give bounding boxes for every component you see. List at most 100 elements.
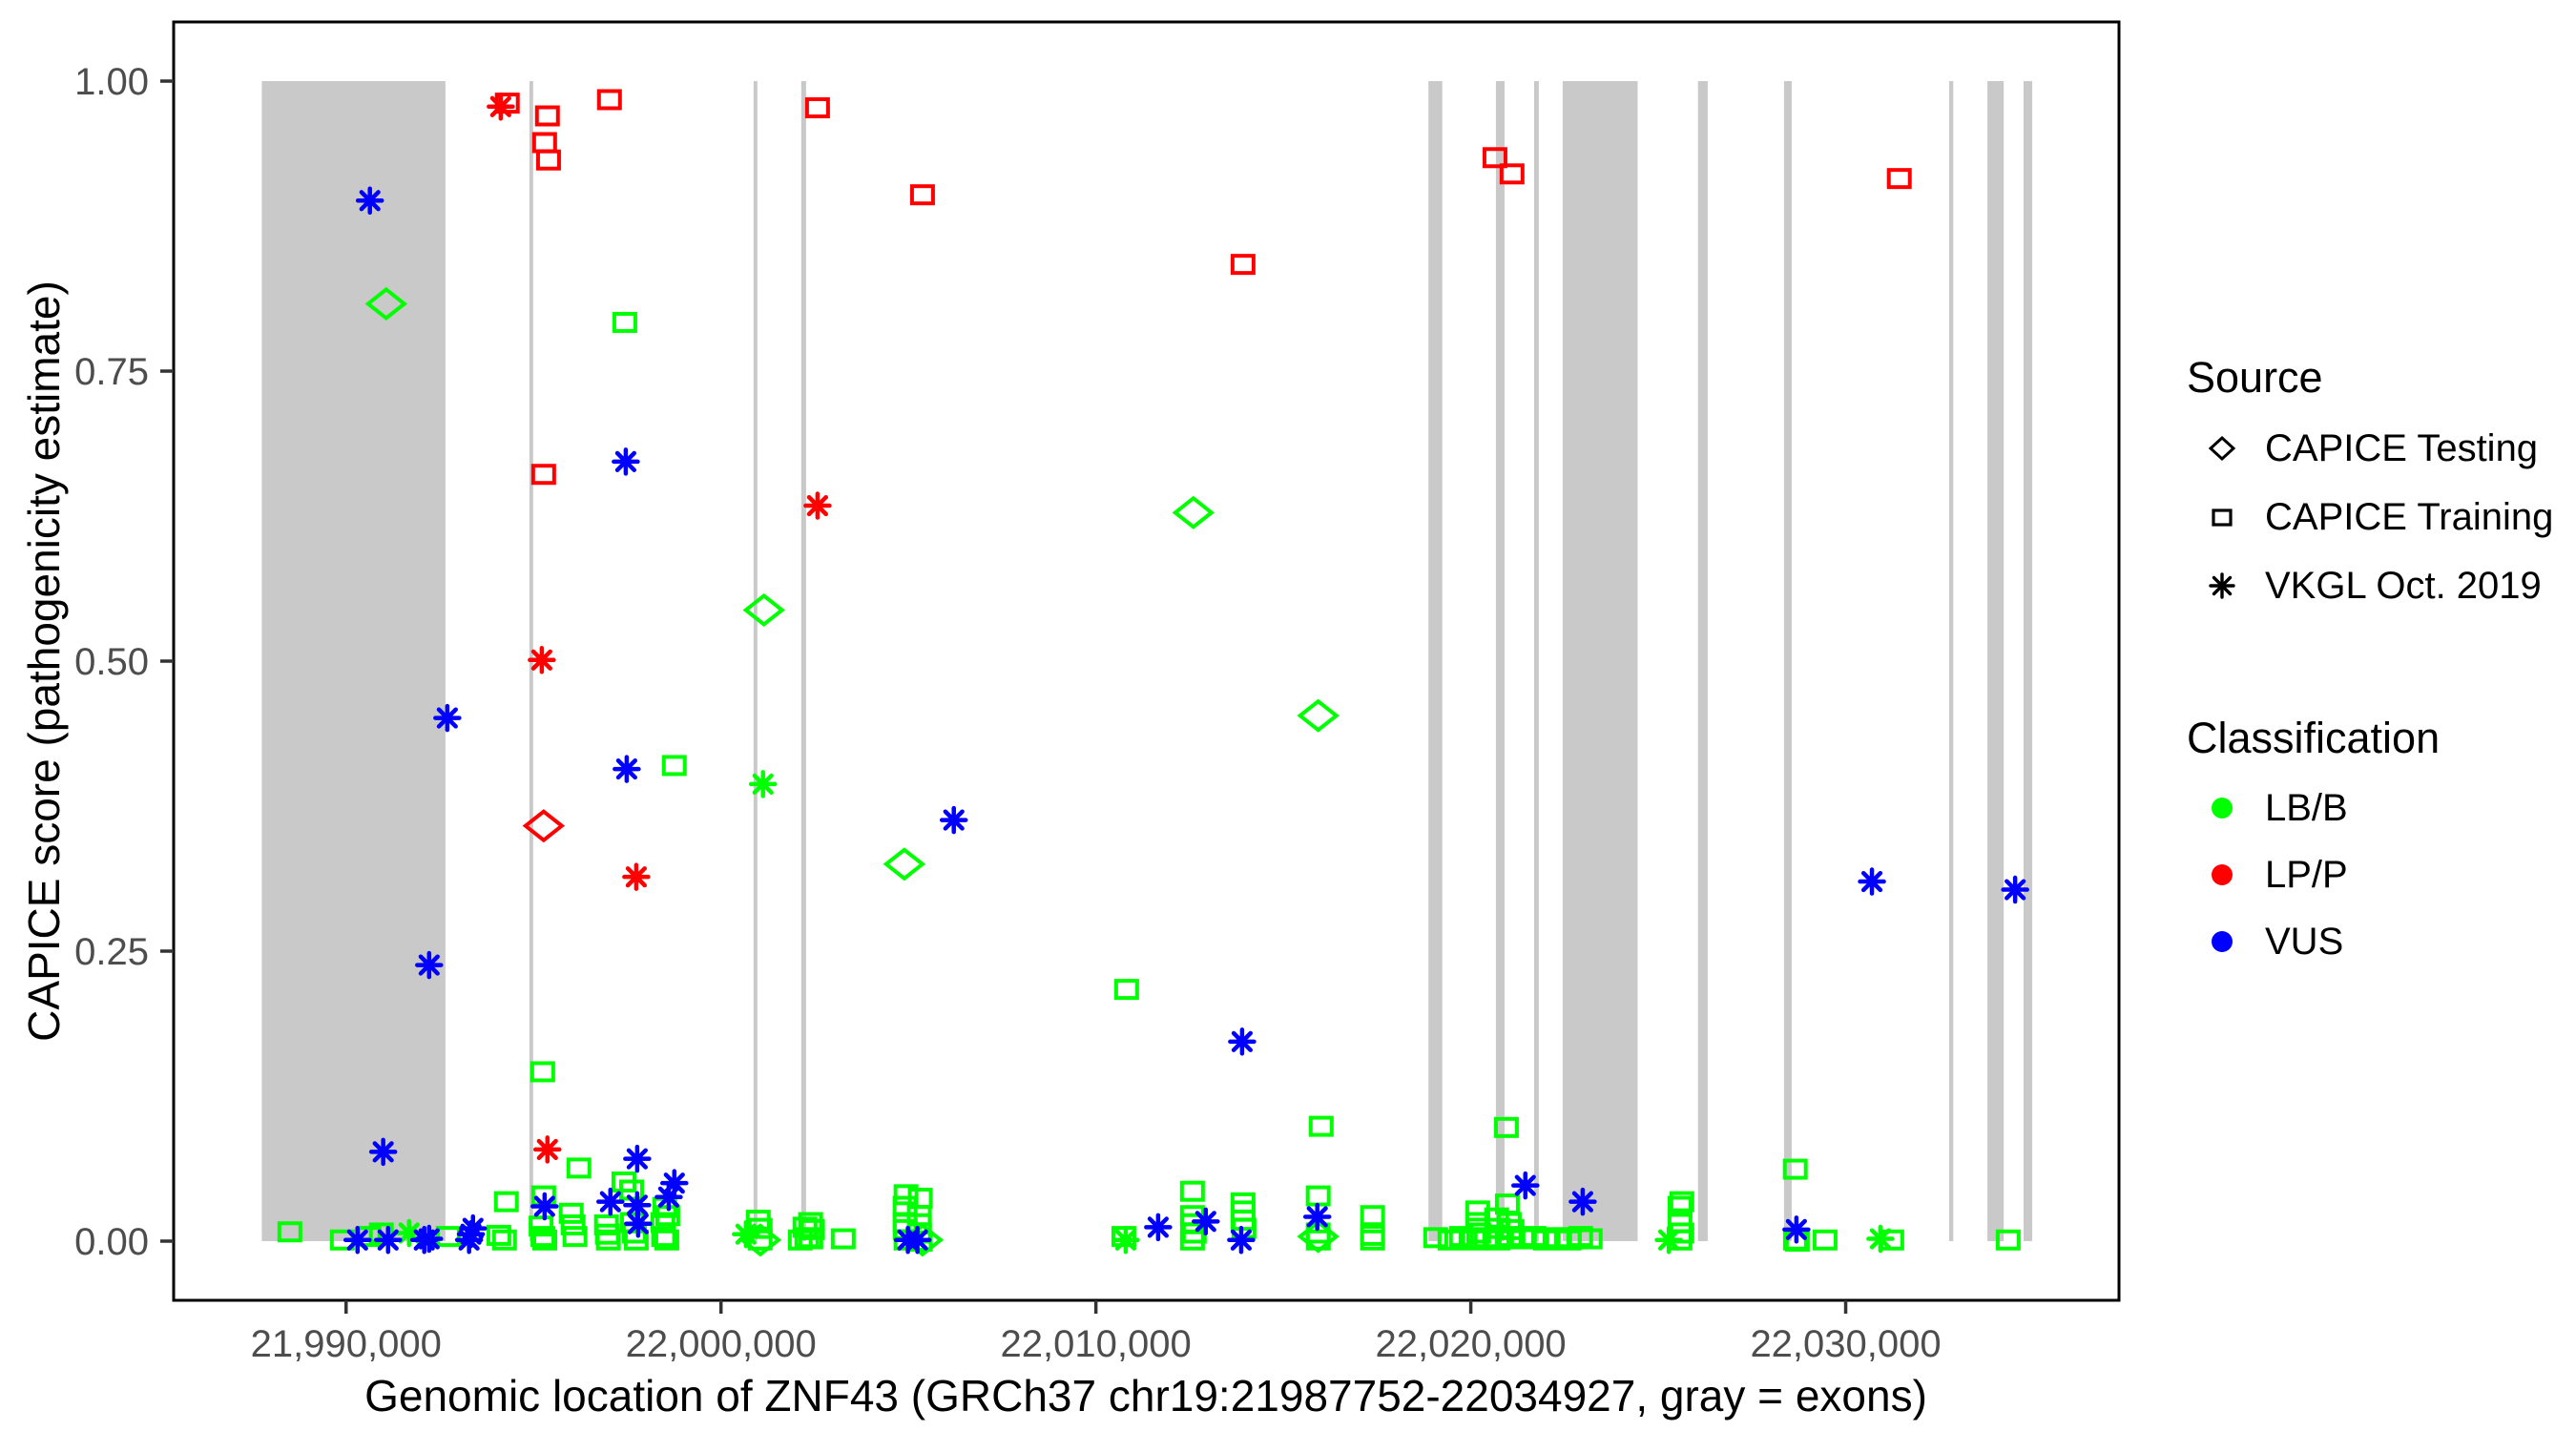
asterisk-stroke — [1147, 1216, 1169, 1238]
data-point-asterisk — [612, 447, 640, 476]
data-point-square — [491, 1229, 517, 1251]
data-point-square — [1179, 1229, 1205, 1251]
square-icon — [2212, 508, 2233, 527]
data-point-square — [1499, 163, 1525, 185]
data-point-square — [596, 89, 622, 111]
data-point-asterisk — [1866, 1224, 1895, 1254]
asterisk-stroke — [377, 1229, 399, 1251]
data-point-square — [530, 464, 556, 486]
data-point-square — [909, 184, 935, 206]
data-point-asterisk — [1227, 1226, 1256, 1255]
exon-band — [261, 81, 446, 1241]
asterisk-stroke — [530, 649, 552, 671]
data-point-asterisk — [1144, 1213, 1173, 1242]
asterisk-stroke — [663, 1172, 685, 1194]
legend-classification-block: Classification LB/B LP/P VUS — [2187, 712, 2568, 975]
data-point-square — [1782, 1158, 1808, 1180]
legend-item-vkgl: VKGL Oct. 2019 — [2187, 551, 2568, 620]
legend-item-vus: VUS — [2187, 908, 2568, 975]
legend-label-lbb: LB/B — [2265, 786, 2348, 829]
y-axis-title: CAPICE score (pathogenicity estimate) — [19, 280, 69, 1042]
data-point-square — [534, 105, 560, 127]
asterisk-stroke — [489, 95, 511, 117]
legend-item-lbb: LB/B — [2187, 775, 2568, 841]
data-point-square — [1360, 1205, 1385, 1227]
legend-source-block: Source CAPICE Testing CAPICE Training — [2187, 351, 2568, 620]
asterisk-stroke — [1195, 1211, 1216, 1233]
legend-label-capice-training: CAPICE Training — [2265, 495, 2554, 538]
asterisk-stroke — [398, 1222, 420, 1244]
x-tick-label: 22,010,000 — [1001, 1323, 1192, 1365]
asterisk-stroke — [806, 494, 828, 517]
data-point-square — [1423, 1227, 1448, 1249]
diamond-glyph-shape — [2208, 435, 2236, 462]
asterisk-stroke — [735, 1223, 757, 1245]
x-tick-label: 21,990,000 — [251, 1323, 442, 1365]
legend-source-title: Source — [2187, 353, 2323, 402]
legend-item-lpp: LP/P — [2187, 841, 2568, 908]
x-tick-label: 22,020,000 — [1375, 1323, 1566, 1365]
asterisk-stroke — [346, 1229, 368, 1251]
data-point-asterisk — [530, 1192, 559, 1221]
data-point-square — [654, 1229, 679, 1251]
data-point-diamond — [742, 592, 785, 628]
data-point-asterisk — [1228, 1027, 1257, 1056]
asterisk-stroke — [1869, 1228, 1891, 1250]
legend-label-vkgl: VKGL Oct. 2019 — [2265, 564, 2542, 607]
data-point-square — [595, 1229, 621, 1251]
asterisk-stroke — [614, 450, 636, 472]
data-point-asterisk — [660, 1169, 689, 1197]
data-point-asterisk — [1302, 1202, 1332, 1232]
data-point-asterisk — [1568, 1187, 1597, 1216]
data-point-asterisk — [803, 491, 832, 520]
asterisk-stroke — [462, 1217, 484, 1239]
data-point-asterisk — [623, 1144, 652, 1173]
data-point-square — [562, 1226, 588, 1248]
x-axis-title: Genomic location of ZNF43 (GRCh37 chr19:… — [364, 1371, 1927, 1421]
data-point-asterisk — [487, 93, 515, 121]
data-point-asterisk — [596, 1187, 625, 1216]
data-point-square — [651, 1226, 676, 1248]
data-point-asterisk — [415, 950, 444, 980]
diamond-icon — [2208, 435, 2236, 462]
exon-band — [2023, 81, 2033, 1241]
asterisk-stroke — [436, 707, 458, 729]
data-point-square — [1812, 1229, 1838, 1251]
data-point-square — [1305, 1185, 1331, 1207]
data-point-square — [804, 96, 830, 118]
data-point-asterisk — [939, 805, 968, 835]
data-point-asterisk — [624, 1209, 653, 1238]
x-tick-label: 22,030,000 — [1750, 1323, 1941, 1365]
asterisk-stroke — [1860, 870, 1883, 893]
data-point-asterisk — [613, 755, 641, 783]
data-point-square — [1360, 1229, 1385, 1251]
exon-band — [800, 81, 806, 1241]
data-point-square — [1113, 979, 1139, 1001]
data-point-asterisk — [748, 770, 778, 798]
square-glyph-shape — [2212, 508, 2233, 527]
y-tick-label: 0.75 — [74, 351, 149, 393]
vus-dot-icon — [2212, 931, 2233, 952]
asterisk-stroke — [418, 1228, 440, 1250]
data-point-diamond — [364, 286, 408, 321]
data-point-square — [830, 1228, 856, 1250]
data-point-asterisk — [343, 1226, 372, 1255]
data-point-asterisk — [2001, 875, 2029, 904]
data-point-diamond — [522, 809, 566, 843]
exon-band — [1428, 81, 1443, 1241]
asterisk-stroke — [627, 1213, 649, 1234]
data-point-square — [661, 755, 687, 777]
data-point-asterisk — [355, 186, 384, 216]
data-point-square — [566, 1157, 592, 1179]
data-point-square — [1493, 1116, 1519, 1138]
asterisk-stroke — [906, 1229, 928, 1251]
data-point-square — [435, 1226, 461, 1248]
legend-classification-title: Classification — [2187, 714, 2441, 762]
data-point-asterisk — [622, 862, 651, 891]
legend-label-capice-testing: CAPICE Testing — [2265, 426, 2539, 469]
data-point-asterisk — [415, 1224, 444, 1254]
data-point-square — [493, 1191, 519, 1213]
data-point-diamond — [883, 847, 926, 881]
lbb-dot — [2212, 798, 2233, 819]
